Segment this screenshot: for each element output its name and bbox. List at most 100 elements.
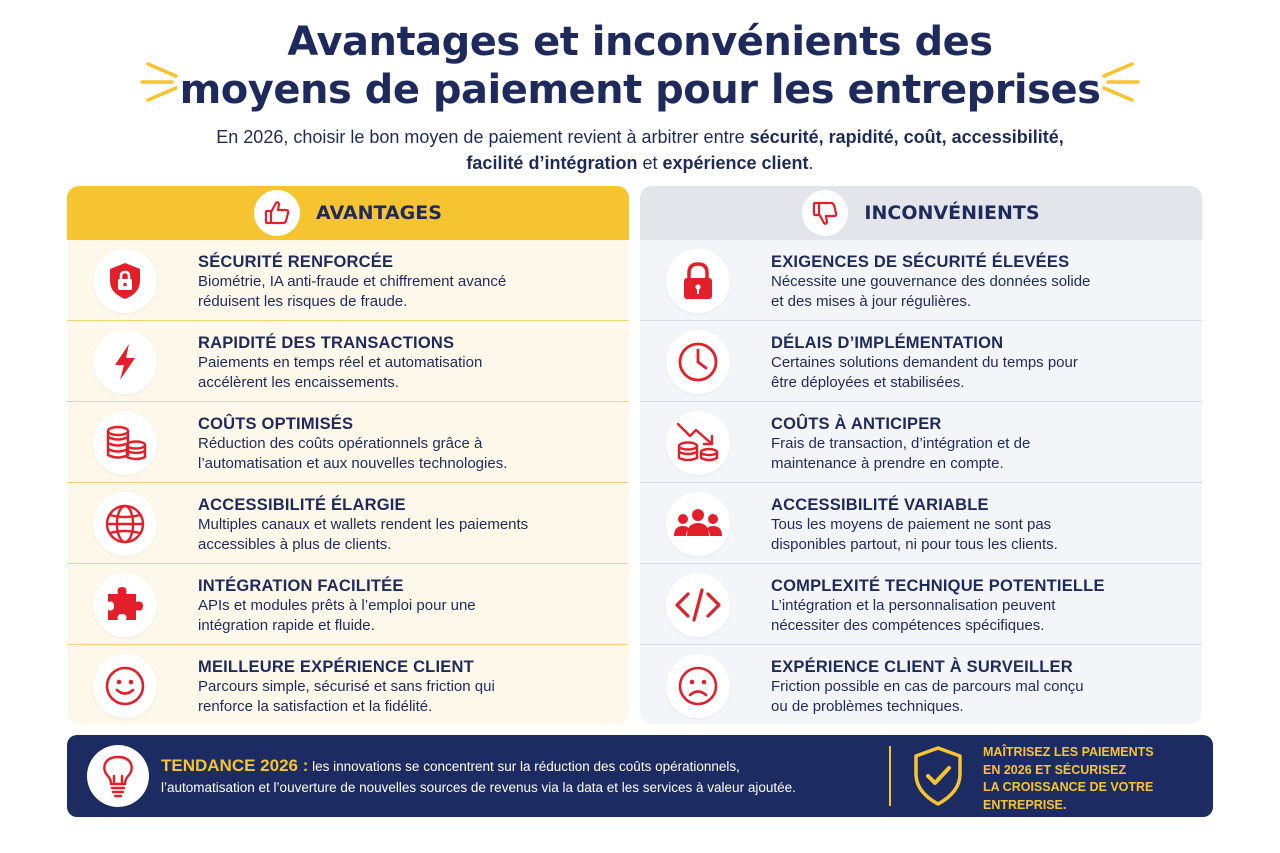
advantage-desc-line-2: réduisent les risques de fraude. (198, 292, 408, 310)
divider (67, 401, 629, 402)
disadvantage-desc-line-1: Friction possible en cas de parcours mal… (771, 678, 1084, 695)
advantage-title: MEILLEURE EXPÉRIENCE CLIENT (198, 658, 474, 676)
shield-check-icon (914, 746, 962, 806)
trend-banner: TENDANCE 2026 : les innovations se conce… (67, 735, 1213, 817)
cta-text: MAÎTRISEZ LES PAIEMENTS EN 2026 ET SÉCUR… (983, 744, 1193, 814)
advantage-desc-line-2: renforce la satisfaction et la fidélité. (198, 697, 433, 715)
disadvantages-panel: INCONVÉNIENTS EXIGENCES DE SÉCURITÉ ÉLEV… (640, 186, 1202, 724)
subtitle-part-2: et (637, 153, 663, 173)
divider (640, 482, 1202, 483)
disadvantages-header: INCONVÉNIENTS (640, 186, 1202, 240)
disadvantage-item-delays: DÉLAIS D’IMPLÉMENTATION Certaines soluti… (640, 321, 1202, 401)
disadvantage-title: COÛTS À ANTICIPER (771, 415, 942, 433)
advantage-title: RAPIDITÉ DES TRANSACTIONS (198, 334, 455, 352)
subtitle-bold-3: expérience client (662, 153, 809, 173)
divider (67, 482, 629, 483)
cta-line-4: ENTREPRISE. (983, 797, 1067, 812)
disadvantage-desc-line-2: maintenance à prendre en compte. (771, 454, 1004, 472)
advantage-desc-line-1: Parcours simple, sécurisé et sans fricti… (198, 678, 495, 695)
trend-line-2: l’automatisation et l’ouverture de nouve… (161, 780, 796, 795)
advantage-desc-line-1: Biométrie, IA anti-fraude et chiffrement… (198, 273, 507, 290)
disadvantage-desc-line-1: Frais de transaction, d’intégration et d… (771, 435, 1031, 452)
advantage-desc-line-1: Réduction des coûts opérationnels grâce … (198, 435, 483, 452)
advantage-title: SÉCURITÉ RENFORCÉE (198, 253, 394, 271)
subtitle-part-1: En 2026, choisir le bon moyen de paiemen… (216, 127, 750, 147)
cta-line-1: MAÎTRISEZ LES PAIEMENTS (983, 745, 1154, 759)
advantage-desc-line-1: Paiements en temps réel et automatisatio… (198, 354, 483, 371)
divider (640, 644, 1202, 645)
cta-line-2: EN 2026 ET SÉCURISEZ (983, 762, 1127, 777)
disadvantage-item-complexity: COMPLEXITÉ TECHNIQUE POTENTIELLE L’intég… (640, 564, 1202, 644)
sparkle-right-icon (1102, 62, 1140, 102)
disadvantage-title: EXPÉRIENCE CLIENT À SURVEILLER (771, 658, 1073, 676)
disadvantage-desc-line-2: être déployées et stabilisées. (771, 373, 965, 391)
coins-icon (93, 411, 157, 475)
advantage-desc-line-2: intégration rapide et fluide. (198, 616, 375, 634)
disadvantage-item-costs: COÛTS À ANTICIPER Frais de transaction, … (640, 402, 1202, 482)
disadvantage-desc-line-2: et des mises à jour régulières. (771, 292, 972, 310)
disadvantage-item-accessibility: ACCESSIBILITÉ VARIABLE Tous les moyens d… (640, 483, 1202, 563)
divider (640, 401, 1202, 402)
clock-icon (666, 330, 730, 394)
disadvantage-title: EXIGENCES DE SÉCURITÉ ÉLEVÉES (771, 253, 1070, 271)
divider (640, 320, 1202, 321)
puzzle-icon (93, 573, 157, 637)
advantage-item-security: SÉCURITÉ RENFORCÉE Biométrie, IA anti-fr… (67, 240, 629, 320)
footer-divider (889, 746, 891, 806)
disadvantage-desc-line-1: L’intégration et la personnalisation peu… (771, 597, 1056, 614)
advantage-item-experience: MEILLEURE EXPÉRIENCE CLIENT Parcours sim… (67, 645, 629, 724)
sparkle-left-icon (140, 62, 178, 102)
divider (67, 320, 629, 321)
advantage-desc-line-2: accessibles à plus de clients. (198, 535, 392, 553)
sad-face-icon (666, 654, 730, 718)
padlock-icon (666, 249, 730, 313)
subtitle-bold-2: facilité d’intégration (466, 153, 638, 173)
disadvantage-desc-line-1: Nécessite une gouvernance des données so… (771, 273, 1091, 290)
page-title: Avantages et inconvénients des moyens de… (0, 18, 1280, 114)
trend-label: TENDANCE 2026 : (161, 756, 309, 775)
divider (640, 563, 1202, 564)
advantage-item-costs: COÛTS OPTIMISÉS Réduction des coûts opér… (67, 402, 629, 482)
divider (67, 644, 629, 645)
disadvantage-title: COMPLEXITÉ TECHNIQUE POTENTIELLE (771, 577, 1105, 595)
lightbulb-icon (87, 745, 149, 807)
smiley-icon (93, 654, 157, 718)
advantage-item-speed: RAPIDITÉ DES TRANSACTIONS Paiements en t… (67, 321, 629, 401)
disadvantage-item-experience: EXPÉRIENCE CLIENT À SURVEILLER Friction … (640, 645, 1202, 724)
disadvantage-desc-line-2: ou de problèmes techniques. (771, 697, 964, 715)
shield-lock-icon (93, 249, 157, 313)
advantages-title: AVANTAGES (316, 202, 442, 224)
advantages-panel: AVANTAGES SÉCURITÉ RENFORCÉE Biométrie, … (67, 186, 629, 724)
advantage-desc-line-2: l’automatisation et aux nouvelles techno… (198, 454, 508, 472)
advantage-desc-line-2: accélèrent les encaissements. (198, 373, 399, 391)
people-group-icon (666, 492, 730, 556)
advantage-desc-line-1: Multiples canaux et wallets rendent les … (198, 516, 529, 533)
advantage-item-accessibility: ACCESSIBILITÉ ÉLARGIE Multiples canaux e… (67, 483, 629, 563)
advantage-title: INTÉGRATION FACILITÉE (198, 577, 404, 595)
trend-line-1: les innovations se concentrent sur la ré… (308, 759, 740, 774)
disadvantage-item-security: EXIGENCES DE SÉCURITÉ ÉLEVÉES Nécessite … (640, 240, 1202, 320)
globe-icon (93, 492, 157, 556)
code-icon (666, 573, 730, 637)
disadvantage-desc-line-2: nécessiter des compétences spécifiques. (771, 616, 1045, 634)
coins-down-arrow-icon (666, 411, 730, 475)
advantages-header: AVANTAGES (67, 186, 629, 240)
disadvantage-title: ACCESSIBILITÉ VARIABLE (771, 496, 989, 514)
disadvantage-desc-line-2: disponibles partout, ni pour tous les cl… (771, 535, 1058, 553)
trend-text: TENDANCE 2026 : les innovations se conce… (161, 755, 881, 798)
cta-line-3: LA CROISSANCE DE VOTRE (983, 780, 1154, 794)
disadvantage-desc-line-1: Tous les moyens de paiement ne sont pas (771, 516, 1052, 533)
disadvantage-desc-line-1: Certaines solutions demandent du temps p… (771, 354, 1078, 371)
divider (67, 563, 629, 564)
disadvantages-title: INCONVÉNIENTS (864, 202, 1040, 224)
advantage-title: COÛTS OPTIMISÉS (198, 415, 354, 433)
advantage-item-integration: INTÉGRATION FACILITÉE APIs et modules pr… (67, 564, 629, 644)
disadvantage-title: DÉLAIS D’IMPLÉMENTATION (771, 334, 1004, 352)
title-line-1: Avantages et inconvénients des (287, 19, 993, 65)
thumbs-up-icon (254, 190, 301, 236)
title-line-2: moyens de paiement pour les entreprises (179, 67, 1101, 113)
advantage-title: ACCESSIBILITÉ ÉLARGIE (198, 496, 406, 514)
thumbs-down-icon (802, 190, 849, 236)
subtitle-bold-1: sécurité, rapidité, coût, accessibilité, (749, 127, 1064, 147)
subtitle: En 2026, choisir le bon moyen de paiemen… (0, 124, 1280, 176)
